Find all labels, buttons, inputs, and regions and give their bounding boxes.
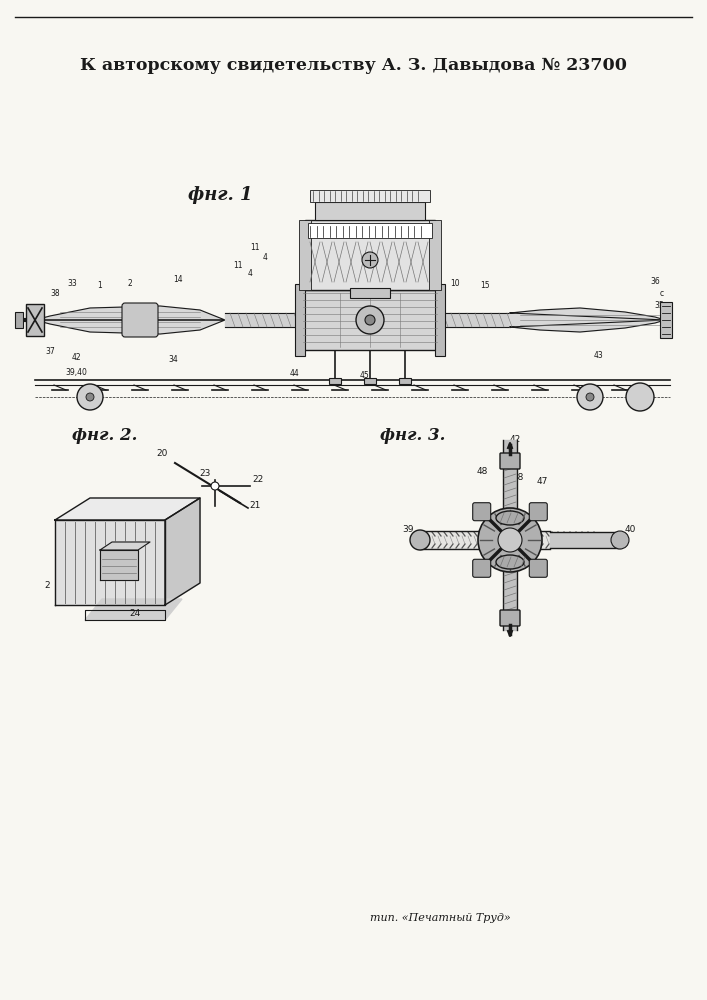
Bar <box>329 378 341 384</box>
Bar <box>310 190 430 202</box>
Text: 48: 48 <box>477 468 488 477</box>
Text: К авторскому свидетельству А. З. Давыдова № 23700: К авторскому свидетельству А. З. Давыдов… <box>79 56 626 74</box>
Text: фнг. 2.: фнг. 2. <box>72 427 137 444</box>
Text: 4: 4 <box>247 269 252 278</box>
Text: 2: 2 <box>128 279 132 288</box>
Text: 15: 15 <box>480 282 490 290</box>
Bar <box>26 304 44 336</box>
Text: 1: 1 <box>98 282 103 290</box>
Text: 48: 48 <box>513 474 524 483</box>
FancyBboxPatch shape <box>473 503 491 521</box>
Text: 22: 22 <box>252 476 264 485</box>
Circle shape <box>365 315 375 325</box>
Text: 45: 45 <box>360 371 370 380</box>
Text: 33: 33 <box>67 279 77 288</box>
Text: 17: 17 <box>410 334 420 344</box>
Text: 4: 4 <box>262 252 267 261</box>
Circle shape <box>586 393 594 401</box>
FancyBboxPatch shape <box>500 610 520 626</box>
Text: тип. «Печатный Труд»: тип. «Печатный Труд» <box>370 913 510 923</box>
Text: 43: 43 <box>593 351 603 360</box>
Text: 38: 38 <box>50 288 60 298</box>
Text: 21: 21 <box>250 502 261 510</box>
Text: 10: 10 <box>450 279 460 288</box>
Text: 23: 23 <box>199 468 211 478</box>
Text: 31: 31 <box>378 207 387 216</box>
Circle shape <box>356 306 384 334</box>
Circle shape <box>86 393 94 401</box>
Text: 47: 47 <box>537 478 548 487</box>
Text: 29': 29' <box>426 230 438 238</box>
Text: 6: 6 <box>368 290 373 298</box>
Polygon shape <box>55 520 165 605</box>
Circle shape <box>478 508 542 572</box>
FancyBboxPatch shape <box>530 503 547 521</box>
Text: 20: 20 <box>156 448 168 458</box>
Circle shape <box>211 482 219 490</box>
Text: 26: 26 <box>375 340 385 349</box>
Bar <box>660 302 672 338</box>
Polygon shape <box>85 599 182 620</box>
Text: 14: 14 <box>173 275 183 284</box>
Bar <box>15 312 23 328</box>
FancyBboxPatch shape <box>473 559 491 577</box>
Bar <box>429 220 441 290</box>
FancyBboxPatch shape <box>500 453 520 469</box>
Polygon shape <box>55 498 200 520</box>
Text: 3: 3 <box>308 269 312 278</box>
Ellipse shape <box>496 511 524 525</box>
Text: 2: 2 <box>44 580 49 589</box>
Bar <box>350 288 390 298</box>
Text: фнг. 1: фнг. 1 <box>188 186 252 204</box>
Polygon shape <box>100 542 150 550</box>
Bar <box>399 378 411 384</box>
Ellipse shape <box>496 555 524 569</box>
Text: 36: 36 <box>650 277 660 286</box>
Text: 11: 11 <box>250 243 259 252</box>
Text: 42: 42 <box>71 353 81 361</box>
Text: 7: 7 <box>406 290 411 298</box>
Text: 11: 11 <box>233 260 243 269</box>
Bar <box>315 202 425 220</box>
Text: 5: 5 <box>337 304 342 312</box>
Text: 39,40: 39,40 <box>65 367 87 376</box>
FancyBboxPatch shape <box>122 303 158 337</box>
Text: 47: 47 <box>499 610 510 619</box>
Text: 37: 37 <box>45 347 55 356</box>
Text: 44: 44 <box>290 369 300 378</box>
Text: 34: 34 <box>168 355 178 363</box>
Text: 16: 16 <box>331 336 341 346</box>
Bar <box>295 284 305 356</box>
Bar <box>308 223 432 238</box>
Polygon shape <box>510 308 665 332</box>
FancyBboxPatch shape <box>530 559 547 577</box>
Polygon shape <box>35 306 225 334</box>
Circle shape <box>577 384 603 410</box>
Text: 40: 40 <box>624 526 636 534</box>
Bar <box>299 220 311 290</box>
Circle shape <box>362 252 378 268</box>
Circle shape <box>626 383 654 411</box>
Bar <box>364 378 376 384</box>
Text: 24: 24 <box>129 608 141 617</box>
Circle shape <box>611 531 629 549</box>
Polygon shape <box>100 550 138 580</box>
Bar <box>305 220 435 290</box>
Text: 18: 18 <box>347 336 357 346</box>
Text: 42: 42 <box>509 436 520 444</box>
Bar <box>300 290 440 350</box>
Text: 35: 35 <box>654 302 664 310</box>
Text: 27: 27 <box>124 558 136 568</box>
Circle shape <box>410 530 430 550</box>
Bar <box>435 284 445 356</box>
Text: фнг. 3.: фнг. 3. <box>380 427 445 444</box>
Polygon shape <box>165 498 200 605</box>
Circle shape <box>77 384 103 410</box>
Text: 19: 19 <box>395 336 405 346</box>
Circle shape <box>498 528 522 552</box>
Text: 31': 31' <box>398 207 410 216</box>
Text: 29: 29 <box>340 211 350 220</box>
Text: 39: 39 <box>402 526 414 534</box>
Text: c: c <box>660 290 664 298</box>
